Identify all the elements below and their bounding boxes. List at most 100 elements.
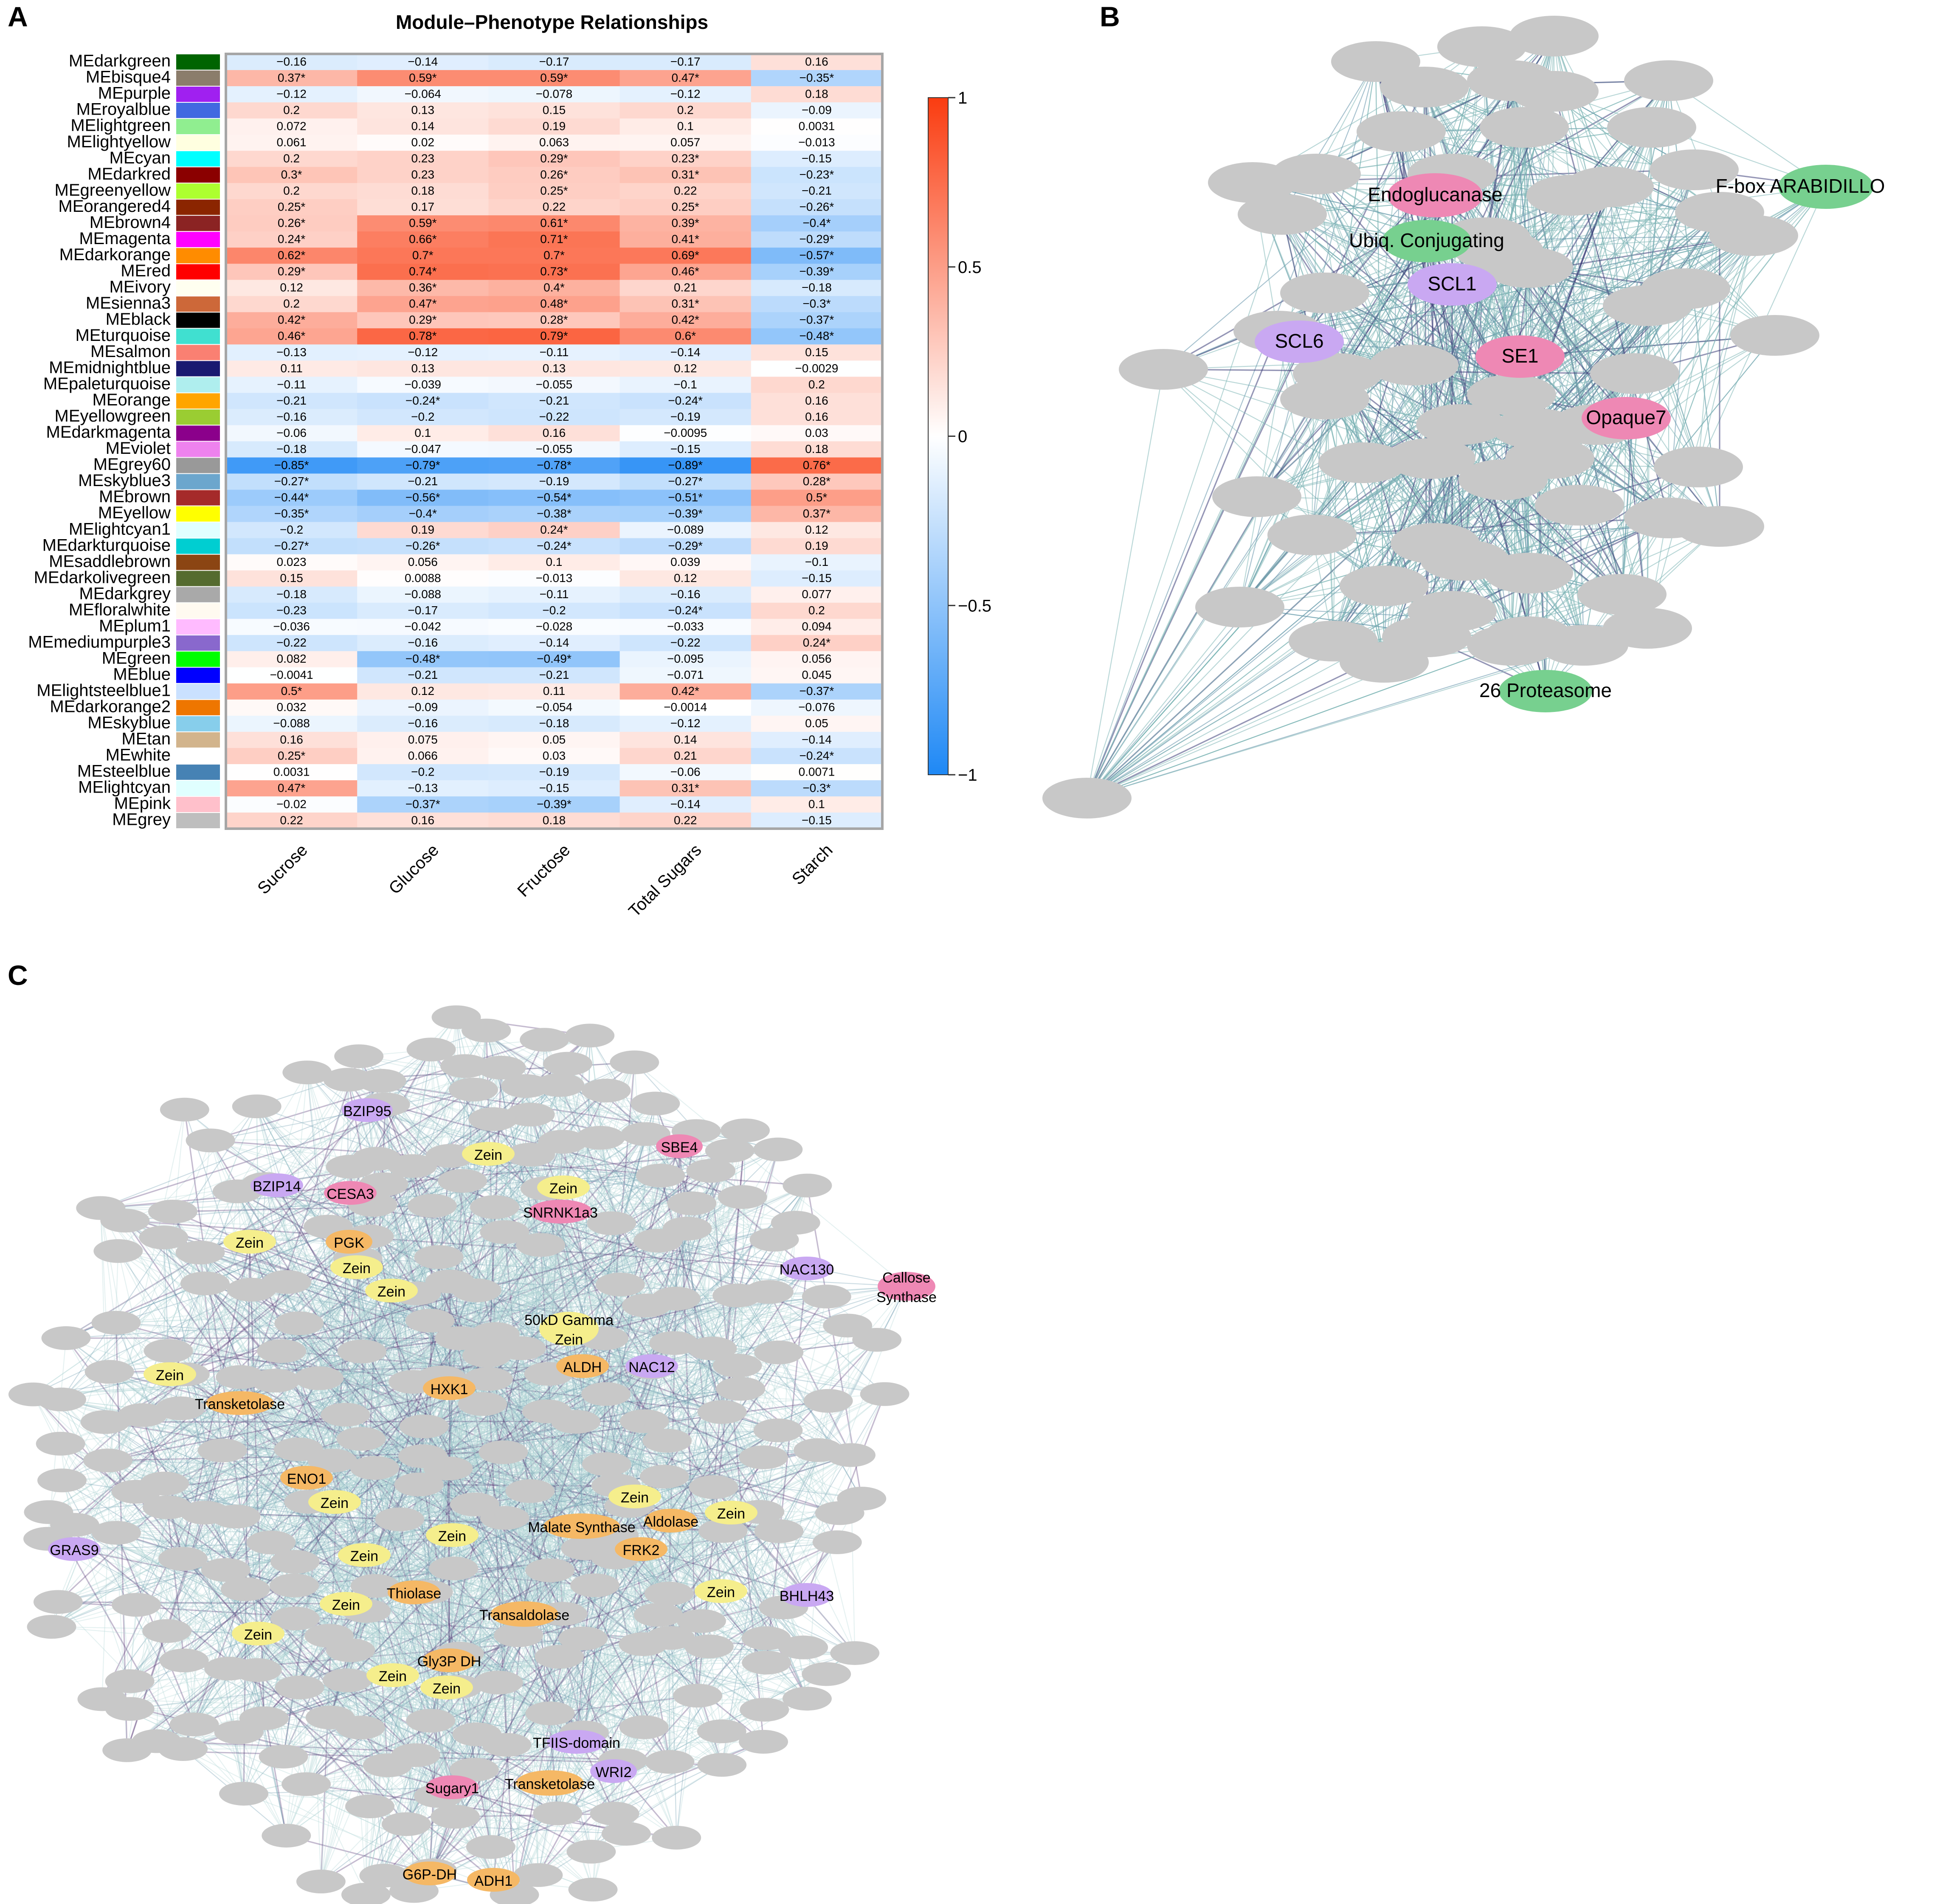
heatmap-cell — [619, 602, 752, 619]
network-edge — [294, 1156, 451, 1619]
heatmap-cell — [488, 393, 620, 410]
network-edge — [712, 1197, 743, 1349]
network-edge — [118, 1251, 362, 1440]
heatmap-cell — [488, 199, 620, 216]
cell-value: 0.73* — [540, 265, 568, 278]
network-edge — [544, 1040, 627, 1834]
row-label: MEmidnightblue — [49, 358, 171, 377]
cell-value: 0.18 — [805, 87, 828, 100]
node-label: BZIP95 — [343, 1103, 391, 1119]
node-label: Zein — [332, 1597, 360, 1613]
network-node — [336, 1427, 386, 1451]
heatmap-cell — [619, 651, 752, 668]
cell-value: −0.49* — [537, 652, 572, 665]
network-edge — [429, 1030, 487, 1874]
network-edge — [348, 1079, 746, 1131]
network-node — [1709, 215, 1798, 256]
heatmap-cell — [357, 651, 489, 668]
network-edge — [163, 1237, 738, 1366]
cell-value: −0.56* — [405, 491, 440, 504]
network-node-labeled — [1475, 335, 1565, 378]
network-node — [642, 1429, 692, 1453]
cell-value: 0.46* — [278, 329, 305, 343]
heatmap-cell — [619, 247, 752, 264]
network-edge — [438, 1257, 709, 1647]
heatmap-cell — [488, 135, 620, 151]
heatmap-cell — [619, 635, 752, 652]
network-node — [830, 1641, 880, 1665]
network-node — [505, 1479, 555, 1503]
network-node — [753, 1137, 803, 1162]
network-node — [41, 1326, 91, 1350]
cell-value: −0.27* — [274, 539, 309, 552]
network-node — [1577, 574, 1667, 615]
network-node — [27, 1615, 76, 1639]
network-node — [1391, 523, 1480, 564]
node-label: Sugary1 — [425, 1780, 479, 1797]
module-swatch — [176, 474, 220, 489]
network-edge — [1087, 661, 1385, 799]
cell-value: −0.06 — [670, 765, 701, 778]
cell-value: −0.4* — [802, 217, 831, 230]
module-swatch — [176, 425, 220, 441]
cell-value: −0.3* — [802, 297, 831, 310]
node-label: Aldolase — [643, 1514, 698, 1530]
cell-value: 0.056 — [408, 555, 438, 568]
heatmap-cell — [488, 167, 620, 183]
cell-value: −0.1 — [674, 378, 697, 391]
cell-value: −0.18 — [276, 442, 307, 456]
heatmap-cell — [226, 118, 358, 135]
heatmap-cell — [488, 667, 620, 684]
cell-value: −0.21 — [539, 394, 569, 407]
node-label: Zein — [474, 1147, 502, 1163]
network-node — [468, 1107, 518, 1131]
network-edge — [550, 1695, 698, 1714]
cell-value: −0.09 — [802, 103, 832, 116]
cell-value: −0.055 — [536, 442, 572, 456]
network-node — [802, 1285, 851, 1309]
cell-value: 0.11 — [543, 684, 565, 697]
network-edge — [589, 1035, 862, 1499]
network-edge — [283, 1257, 439, 1757]
network-node-labeled — [1499, 670, 1592, 712]
network-node — [494, 1623, 543, 1647]
heatmap-cell — [357, 296, 489, 312]
network-c-panel: BZIP95 SBE4 Zein BZIP14 CESA3 Zein SNRNK1a3 Zei… — [8, 1005, 937, 1904]
row-label: MEgreen — [102, 649, 171, 667]
module-swatch — [176, 587, 220, 602]
cell-value: −0.14 — [539, 636, 569, 649]
network-node — [582, 1452, 631, 1476]
heatmap-cell — [226, 393, 358, 410]
cell-value: 0.05 — [805, 717, 828, 730]
cell-value: 0.0031 — [799, 119, 835, 132]
cell-value: −0.0014 — [664, 700, 707, 714]
network-node — [246, 1530, 296, 1555]
cell-value: 0.14 — [674, 733, 697, 746]
row-label: MEred — [121, 262, 171, 280]
heatmap-panel: Module–Phenotype Relationships MEdarkgre… — [28, 11, 991, 921]
heatmap-cell — [619, 764, 752, 781]
cell-value: 0.17 — [411, 200, 435, 214]
network-node — [160, 1097, 209, 1122]
network-edge — [321, 1549, 642, 1882]
network-edge — [210, 1089, 474, 1141]
heatmap-cell — [226, 441, 358, 458]
node-label: SBE4 — [661, 1139, 698, 1156]
cell-value: −0.16 — [408, 636, 438, 649]
cell-value: −0.57* — [800, 249, 834, 262]
row-label: MEtan — [121, 730, 171, 748]
colorbar-gradient — [928, 97, 949, 775]
cell-value: 0.2 — [808, 378, 825, 391]
network-edge — [183, 1558, 709, 1647]
network-node — [645, 1750, 695, 1774]
heatmap-cell — [488, 312, 620, 329]
heatmap-cell — [226, 328, 358, 345]
network-edge — [1452, 174, 1686, 289]
module-swatch — [176, 103, 220, 118]
cell-value: −0.27* — [668, 475, 703, 488]
network-edge — [349, 1192, 560, 1657]
network-node — [431, 1005, 481, 1029]
network-edge — [585, 1548, 644, 1645]
cell-value: 0.78* — [409, 329, 436, 343]
heatmap-cell — [751, 473, 883, 490]
